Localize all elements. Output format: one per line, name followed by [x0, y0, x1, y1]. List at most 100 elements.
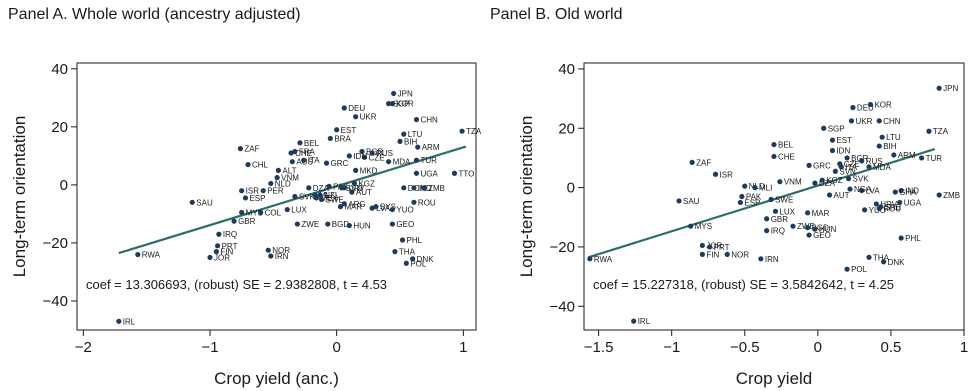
data-point-label: POL [851, 265, 868, 274]
data-point [866, 164, 872, 170]
data-point-label: UKR [360, 113, 377, 122]
data-point-label: IRQ [771, 227, 785, 236]
data-point-label: ISR [720, 170, 734, 179]
data-point [829, 147, 836, 154]
data-point [346, 222, 352, 229]
x-tick-label: 0.5 [880, 339, 901, 356]
data-point [459, 128, 465, 134]
data-point-label: MLI [319, 191, 332, 200]
data-point-label: VNM [784, 178, 802, 187]
x-tick-label: 0 [814, 339, 822, 356]
data-point [451, 170, 458, 176]
data-point [258, 209, 264, 216]
data-point-label: IRN [765, 255, 779, 264]
data-point [369, 150, 375, 156]
regression-annotation: coef = 13.306693, (robust) SE = 2.938280… [86, 277, 387, 292]
x-tick-label: −2 [75, 339, 92, 356]
data-point [859, 158, 865, 164]
data-point [826, 192, 833, 198]
data-point [739, 193, 745, 200]
data-point [764, 216, 770, 222]
y-axis-title: Long-term orientation [10, 116, 29, 278]
data-point-label: PAK [746, 193, 762, 202]
data-point [806, 232, 812, 238]
data-point [391, 90, 397, 97]
data-point [361, 154, 368, 160]
data-point [239, 188, 245, 194]
data-point [847, 186, 853, 192]
data-point-label: AUT [356, 188, 372, 197]
data-point-label: HUN [819, 225, 837, 234]
y-tick-label: 20 [558, 120, 575, 137]
y-tick-label: 0 [567, 180, 575, 197]
data-point [237, 146, 243, 152]
data-point [898, 187, 904, 194]
data-point-label: ZWE [301, 220, 319, 229]
data-point-label: CHN [883, 117, 901, 126]
y-axis-title: Long-term orientation [517, 116, 536, 278]
data-point-label: URY [348, 184, 365, 193]
data-point-label: IDN [836, 147, 850, 156]
data-point [231, 218, 237, 224]
panel-a-scatter-plot: −40 −20 0 20 40 −2 −1 0 1 Crop yield (anc.) Long-t… [10, 61, 482, 388]
data-point [353, 114, 359, 120]
data-point [878, 204, 884, 210]
data-point-label: BRA [334, 134, 351, 143]
data-point [353, 167, 359, 173]
data-point [411, 185, 417, 191]
data-point [919, 155, 925, 161]
data-point [832, 168, 838, 174]
data-point-label: RWA [142, 251, 161, 260]
data-point-label: SVK [299, 193, 316, 202]
data-point-label: BGR [366, 148, 384, 157]
data-point [742, 183, 748, 189]
data-point-label: FIN [220, 248, 233, 257]
data-point-label: CHE [778, 152, 795, 161]
data-point-label: GEO [813, 231, 831, 240]
data-point-label: MKD [360, 166, 378, 175]
data-point [862, 207, 868, 213]
data-point [699, 251, 705, 257]
data-point-label: DEU [857, 104, 874, 113]
data-point-label: MYS [246, 208, 263, 217]
data-point [327, 135, 333, 142]
data-point-label: SAU [683, 197, 700, 206]
data-point-label: PRT [714, 243, 730, 252]
data-point-label: MYS [695, 222, 712, 231]
y-tick-label: 40 [558, 61, 575, 78]
data-point [392, 249, 398, 255]
data-point-label: SWE [775, 195, 793, 204]
data-point [873, 201, 879, 207]
data-point-label: CHN [420, 116, 438, 125]
data-point-label: MAR [812, 209, 830, 218]
y-tick-label: −20 [550, 239, 575, 256]
data-point [771, 141, 777, 148]
y-tick-label: 0 [60, 177, 68, 194]
data-point [341, 201, 347, 207]
plot-frame [76, 62, 477, 331]
data-point-label: FIN [706, 250, 719, 259]
y-tick-label: −40 [550, 298, 575, 315]
data-point-label: JPN [943, 84, 958, 93]
data-point-label: ALT [282, 166, 296, 175]
regression-fit-line [118, 145, 467, 255]
data-point [631, 318, 637, 324]
data-point-label: MEX [320, 194, 338, 203]
panel-b-scatter-plot: −40 −20 0 20 40 −1.5 −1 −0.5 0 0.5 1 Crop yield Long… [517, 61, 968, 388]
data-point [838, 164, 844, 170]
data-point-label: EST [341, 126, 357, 135]
data-point [399, 237, 406, 243]
data-point [351, 180, 357, 187]
data-point [771, 153, 777, 160]
data-point-label: NZL [324, 191, 340, 200]
data-point-label: RUS [376, 149, 393, 158]
regression-fit-line [588, 147, 936, 259]
data-point [268, 253, 274, 259]
data-point-label: YUO [869, 206, 886, 215]
data-point-label: SYS [380, 203, 396, 212]
data-point-label: ZMB [943, 191, 960, 200]
data-point [325, 221, 331, 227]
data-point-label: ZAF [244, 145, 259, 154]
data-point-label: IDN [353, 152, 367, 161]
data-point [844, 155, 850, 161]
